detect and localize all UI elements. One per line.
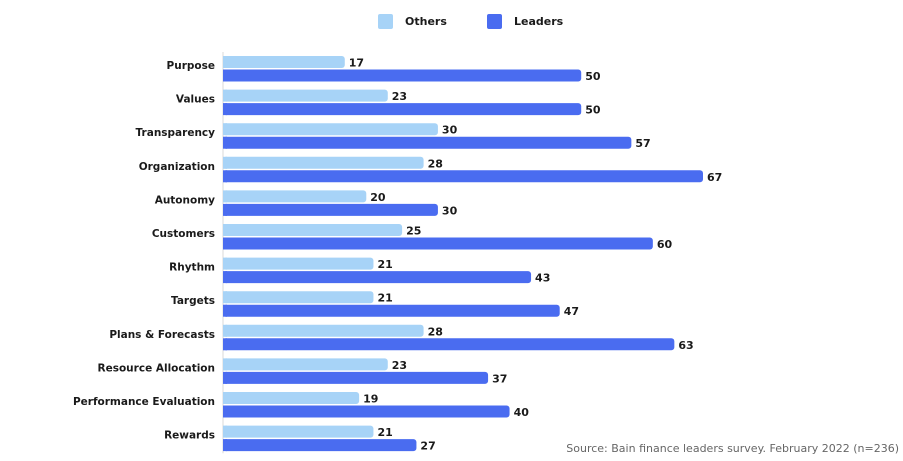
legend: Others Leaders xyxy=(0,14,903,34)
legend-swatch-others xyxy=(378,14,393,29)
bar-leaders-base xyxy=(223,405,227,418)
bar-others-base xyxy=(223,257,227,270)
data-label-leaders: 57 xyxy=(635,137,650,150)
bar-leaders xyxy=(223,371,489,384)
category-label: Purpose xyxy=(167,60,215,72)
bar-leaders xyxy=(223,136,632,149)
data-label-leaders: 67 xyxy=(707,171,722,184)
bar-leaders-base xyxy=(223,170,227,183)
bar-leaders xyxy=(223,203,438,216)
bar-leaders-base xyxy=(223,203,227,216)
bar-leaders xyxy=(223,103,582,116)
bar-others xyxy=(223,123,438,136)
data-label-others: 21 xyxy=(377,426,392,439)
bar-leaders-base xyxy=(223,439,227,452)
bar-leaders-base xyxy=(223,103,227,116)
data-label-leaders: 40 xyxy=(514,406,530,419)
bar-leaders xyxy=(223,271,532,284)
data-label-leaders: 43 xyxy=(535,272,550,285)
legend-item-others: Others xyxy=(378,14,447,29)
bar-others-base xyxy=(223,89,227,102)
bar-others xyxy=(223,257,374,270)
data-label-others: 28 xyxy=(428,157,443,170)
bar-others xyxy=(223,156,424,169)
data-label-others: 21 xyxy=(377,258,392,271)
legend-label-others: Others xyxy=(405,15,447,28)
data-label-others: 28 xyxy=(428,325,443,338)
category-label: Performance Evaluation xyxy=(73,396,215,408)
category-label: Organization xyxy=(139,161,215,173)
data-label-leaders: 50 xyxy=(585,70,601,83)
data-label-others: 17 xyxy=(349,57,364,70)
legend-item-leaders: Leaders xyxy=(487,14,563,29)
bar-leaders-base xyxy=(223,136,227,149)
data-label-leaders: 27 xyxy=(420,440,435,453)
data-label-leaders: 63 xyxy=(678,339,693,352)
bar-leaders xyxy=(223,304,560,317)
data-label-others: 20 xyxy=(370,191,386,204)
bar-others xyxy=(223,291,374,304)
category-label: Rewards xyxy=(164,430,215,442)
data-label-others: 25 xyxy=(406,225,421,238)
bar-others-base xyxy=(223,156,227,169)
category-label: Customers xyxy=(152,228,215,240)
bar-others xyxy=(223,324,424,337)
bar-others-base xyxy=(223,190,227,203)
bar-others-base xyxy=(223,123,227,136)
bar-leaders-base xyxy=(223,69,227,82)
data-label-leaders: 37 xyxy=(492,372,507,385)
bar-others-base xyxy=(223,291,227,304)
bar-leaders xyxy=(223,237,653,250)
bar-leaders-base xyxy=(223,338,227,351)
bar-others-base xyxy=(223,224,227,236)
data-label-leaders: 50 xyxy=(585,104,601,117)
category-label: Values xyxy=(176,94,215,106)
bar-leaders xyxy=(223,338,675,351)
bar-others-base xyxy=(223,358,227,371)
category-label: Autonomy xyxy=(155,194,215,206)
data-label-others: 23 xyxy=(392,359,407,372)
category-label: Transparency xyxy=(136,127,216,139)
bar-leaders xyxy=(223,439,417,452)
bar-others xyxy=(223,190,367,203)
category-label: Plans & Forecasts xyxy=(109,329,215,341)
bar-leaders-base xyxy=(223,237,227,250)
legend-swatch-leaders xyxy=(487,14,502,29)
bar-leaders-base xyxy=(223,371,227,384)
bar-others xyxy=(223,425,374,438)
bar-others-base xyxy=(223,56,227,68)
data-label-others: 23 xyxy=(392,90,407,103)
data-label-leaders: 47 xyxy=(564,305,579,318)
category-label: Resource Allocation xyxy=(98,362,215,374)
bar-others-base xyxy=(223,425,227,438)
category-label: Targets xyxy=(171,295,215,307)
bar-leaders-base xyxy=(223,304,227,317)
bar-leaders-base xyxy=(223,271,227,284)
category-label: Rhythm xyxy=(169,262,215,274)
data-label-others: 21 xyxy=(377,292,392,305)
bar-others xyxy=(223,392,360,404)
bar-others-base xyxy=(223,324,227,337)
bar-others xyxy=(223,89,388,102)
bar-others-base xyxy=(223,392,227,404)
bar-others xyxy=(223,358,388,371)
data-label-leaders: 30 xyxy=(442,204,458,217)
data-label-others: 30 xyxy=(442,124,458,137)
source-note: Source: Bain finance leaders survey. Feb… xyxy=(566,442,899,455)
bar-leaders xyxy=(223,69,582,82)
bar-others xyxy=(223,56,345,68)
bar-others xyxy=(223,224,403,236)
legend-label-leaders: Leaders xyxy=(514,15,564,28)
bar-leaders xyxy=(223,405,510,418)
data-label-others: 19 xyxy=(363,393,378,406)
bar-leaders xyxy=(223,170,703,183)
data-label-leaders: 60 xyxy=(657,238,673,251)
